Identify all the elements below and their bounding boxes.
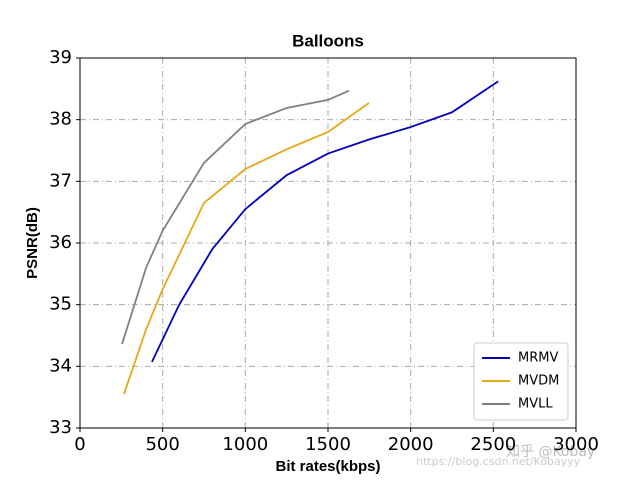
x-tick-label: 1000 xyxy=(222,434,268,455)
x-tick-label: 2500 xyxy=(470,434,516,455)
line-series xyxy=(151,80,499,363)
legend-label: MVDM xyxy=(518,374,559,389)
legend-box xyxy=(473,342,569,421)
line-series xyxy=(121,89,350,345)
x-tick-label: 3000 xyxy=(553,434,599,455)
y-tick-label: 38 xyxy=(49,109,72,130)
x-tick-label: 1500 xyxy=(305,434,351,455)
y-axis-label: PSNR(dB) xyxy=(24,207,41,279)
x-tick-label: 500 xyxy=(145,434,179,455)
legend-label: MRMV xyxy=(518,351,558,366)
y-tick-label: 37 xyxy=(49,170,72,191)
x-tick-label: 0 xyxy=(74,434,85,455)
y-tick-label: 34 xyxy=(49,355,72,376)
legend-label: MVLL xyxy=(518,397,553,412)
watermark: 知乎 @Kobay xyxy=(506,443,595,460)
x-axis-label: Bit rates(kbps) xyxy=(275,458,380,475)
y-tick-label: 35 xyxy=(49,294,72,315)
y-tick-label: 36 xyxy=(49,232,72,253)
line-series xyxy=(123,102,370,395)
chart-title: Balloons xyxy=(292,31,364,50)
y-tick-label: 33 xyxy=(49,417,72,438)
y-tick-label: 39 xyxy=(49,47,72,68)
x-tick-label: 2000 xyxy=(388,434,434,455)
watermark: https://blog.csdn.net/Kobayyy xyxy=(416,455,581,468)
plot-frame xyxy=(79,57,577,429)
